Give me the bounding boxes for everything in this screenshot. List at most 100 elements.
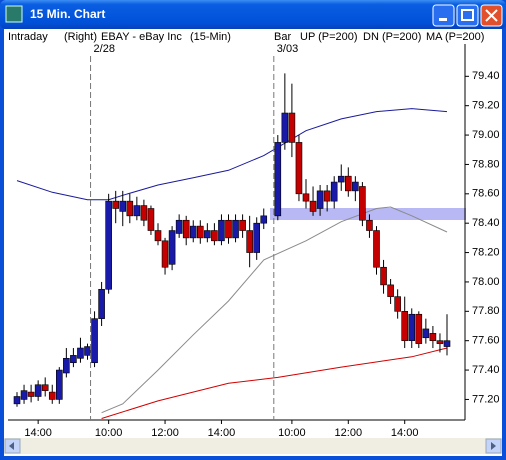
candle-body	[408, 313, 416, 341]
candle-body	[63, 358, 70, 374]
candle-body	[55, 369, 63, 400]
candle-body	[380, 266, 387, 286]
candle-body	[13, 396, 21, 405]
x-tick-label: 10:00	[278, 427, 306, 439]
candle-body	[359, 186, 366, 221]
window-title: 15 Min. Chart	[30, 7, 105, 21]
candle-body	[260, 215, 268, 224]
candle-body	[197, 225, 204, 239]
y-tick-label: 79.00	[472, 129, 500, 141]
y-tick-label: 78.60	[472, 188, 500, 200]
candle-body	[70, 355, 77, 364]
window-icon	[5, 5, 23, 23]
maximize-button[interactable]	[456, 4, 479, 27]
y-tick-label: 77.40	[472, 364, 500, 376]
candle-body	[429, 333, 437, 341]
header-axis-side: (Right)	[64, 31, 97, 43]
x-tick-label: 14:00	[24, 427, 52, 439]
x-tick-label: 12:00	[151, 427, 179, 439]
candle-body	[443, 340, 451, 347]
candle-body	[274, 142, 282, 217]
candle-body	[309, 200, 317, 212]
candle-body	[316, 190, 324, 209]
candle-body	[387, 284, 394, 297]
header-symbol: EBAY - eBay Inc	[101, 31, 182, 43]
candle-body	[246, 230, 253, 253]
minimize-button[interactable]	[432, 4, 455, 27]
candle-body	[204, 230, 211, 239]
candle-body	[133, 205, 141, 217]
header-style: Bar	[274, 31, 291, 43]
candle-body	[281, 112, 289, 143]
candle-body	[98, 288, 105, 319]
candle-body	[218, 219, 225, 242]
candle-body	[225, 219, 232, 239]
scroll-right-glyph	[491, 442, 496, 450]
y-tick-label: 78.00	[472, 276, 500, 288]
candle-body	[27, 391, 35, 397]
candle-body	[422, 328, 430, 339]
y-tick-label: 78.40	[472, 217, 500, 229]
y-tick-label: 79.20	[472, 100, 500, 112]
candle-body	[175, 219, 183, 234]
x-tick-label: 14:00	[391, 427, 419, 439]
candle-body	[48, 391, 56, 400]
candle-body	[253, 222, 260, 253]
candle-body	[41, 384, 49, 391]
candle-body	[330, 181, 338, 202]
indicator-line	[101, 347, 448, 419]
x-tick-label: 10:00	[95, 427, 123, 439]
y-tick-label: 77.80	[472, 305, 500, 317]
candle-body	[91, 318, 98, 364]
y-tick-label: 78.20	[472, 246, 500, 258]
candle-body	[239, 219, 246, 231]
candle-body	[211, 230, 218, 242]
indicator-line	[101, 206, 448, 414]
candle-body	[20, 390, 28, 400]
candle-body	[323, 190, 331, 202]
candle-body	[366, 219, 373, 231]
candle-body	[401, 311, 409, 341]
candle-body	[147, 208, 155, 231]
y-tick-label: 77.60	[472, 335, 500, 347]
candle-body	[84, 346, 91, 356]
candle-body	[352, 181, 359, 192]
indicator-line	[16, 108, 448, 201]
candle-body	[302, 193, 310, 202]
candle-body	[394, 296, 401, 312]
title-bar	[0, 0, 506, 29]
legend: UP (P=200) DN (P=200) MA (P=200)	[300, 31, 484, 43]
candle-body	[436, 340, 444, 344]
candle-body	[337, 175, 345, 183]
y-tick-label: 79.40	[472, 70, 500, 82]
candle-body	[415, 313, 423, 344]
candle-body	[34, 384, 42, 397]
candle-body	[288, 112, 296, 143]
legend-entry: MA (P=200)	[426, 31, 484, 43]
scroll-left-glyph	[9, 442, 14, 450]
candle-body	[77, 347, 84, 359]
close-glyph	[485, 9, 498, 22]
candle-body	[105, 200, 112, 290]
candle-body	[168, 230, 176, 265]
legend-entry: DN (P=200)	[363, 31, 421, 43]
candle-body	[161, 240, 169, 268]
date-label: 2/28	[94, 43, 115, 55]
candle-body	[189, 225, 197, 239]
candle-body	[126, 200, 134, 217]
x-tick-label: 12:00	[335, 427, 363, 439]
y-tick-label: 77.20	[472, 393, 500, 405]
candle-body	[344, 175, 352, 192]
candle-body	[112, 200, 119, 209]
candle-body	[154, 230, 162, 242]
header-mode: Intraday	[8, 31, 48, 43]
candle-body	[119, 200, 127, 212]
scrollbar-track[interactable]	[4, 438, 502, 454]
candle-body	[373, 230, 380, 268]
plot-area	[13, 73, 451, 419]
price-highlight	[270, 208, 466, 220]
x-tick-label: 14:00	[208, 427, 236, 439]
candle-body	[295, 142, 303, 195]
